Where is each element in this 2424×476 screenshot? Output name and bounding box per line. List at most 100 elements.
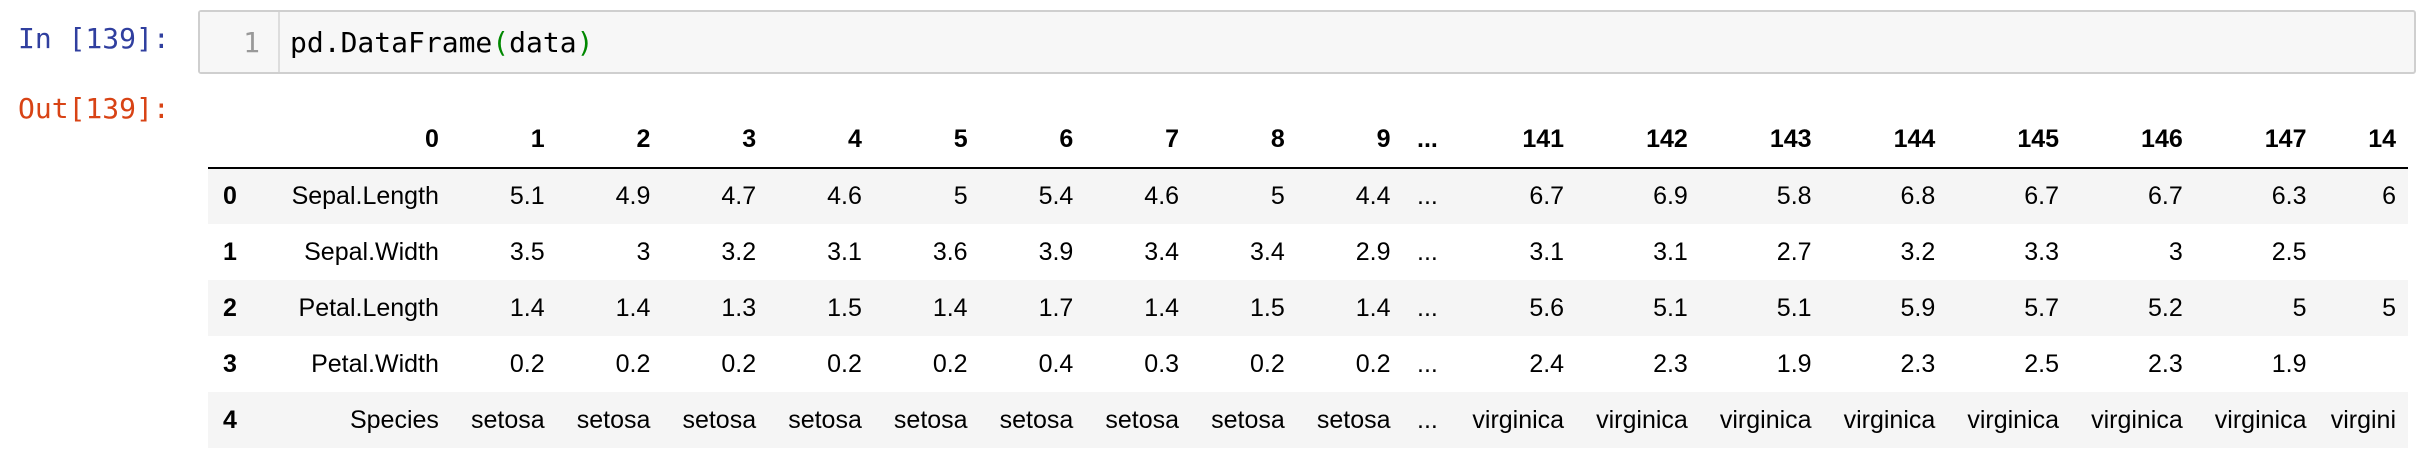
table-cell: 3.4 [1144,237,1180,266]
line-number-gutter: 1 [200,12,280,72]
table-cell: 4.4 [1355,182,1391,210]
table-cell: virginica [1967,405,2060,434]
table-cell: setosa [470,405,545,434]
column-header: 143 [1699,112,1824,169]
table-cell: 6.9 [1653,182,1688,210]
table-cell: 2.5 [2271,237,2307,266]
table-cell: Species [349,405,439,434]
table-cell: 3.4 [1250,237,1285,266]
table-cell: 5.9 [1900,293,1936,322]
column-header: 141 [1452,112,1577,169]
table-cell: 2.3 [1653,349,1688,378]
column-header: 5 [873,112,980,169]
code-line[interactable]: pd.DataFrame(data) [290,26,593,59]
table-cell-ellipsis: ... [1417,349,1438,378]
table-cell: 6.7 [2024,182,2060,210]
table-cell: 5 [2382,293,2396,322]
table-cell: 1.9 [1776,349,1812,378]
table-cell: 0.2 [721,349,757,378]
table-cell-ellipsis: ... [1417,293,1438,322]
table-cell: setosa [682,405,757,434]
table-cell: 2.7 [1776,237,1812,266]
row-index: 1 [222,237,237,266]
column-header: 6 [979,112,1086,169]
table-cell: setosa [788,405,862,434]
row-index: 0 [222,182,237,210]
table-cell: 3.9 [1038,237,1074,266]
table-cell: 5 [2292,293,2307,322]
table-cell: 4.6 [1144,182,1180,210]
table-cell: 2.3 [2148,349,2183,378]
table-cell: 5 [1270,182,1285,210]
table-row: 1 Sepal.Width 3.5 3 3.2 3.1 3.6 3.9 3.4 … [208,224,2408,280]
column-header: 8 [1191,112,1297,169]
table-cell: 1.7 [1038,293,1074,322]
table-cell-ellipsis: ... [1417,405,1438,434]
column-header: 145 [1947,112,2072,169]
table-cell: 5 [953,182,968,210]
column-header: 1 [450,112,557,169]
table-cell-ellipsis: ... [1417,237,1438,266]
table-cell: virginica [1596,405,1688,434]
column-header: 144 [1823,112,1948,169]
table-cell: Sepal.Width [304,237,439,266]
row-index: 4 [222,405,237,434]
table-cell: 3.2 [721,237,757,266]
table-cell: 4.7 [721,182,757,210]
table-cell: 6 [2382,182,2396,210]
table-cell: 5.6 [1529,293,1565,322]
table-cell: 1.4 [1144,293,1180,322]
table-cell: virginica [2091,405,2183,434]
table-cell: 0.3 [1144,349,1180,378]
column-header: 3 [662,112,769,169]
table-cell: 4.9 [615,182,651,210]
table-cell: virginica [2214,405,2307,434]
code-function: pd.DataFrame [290,26,493,59]
table-cell: virginica [1843,405,1936,434]
table-cell: 0.4 [1038,349,1074,378]
table-cell: 3.1 [1529,237,1565,266]
table-cell: 5.1 [1653,293,1688,322]
column-header: 142 [1576,112,1700,169]
dataframe-table: 0 1 2 3 4 5 6 7 8 9 ... 141 142 143 144 … [208,112,2408,448]
table-cell: 0.2 [932,349,968,378]
column-header-ellipsis: ... [1402,112,1453,169]
table-cell: 5.4 [1038,182,1074,210]
table-cell: 1.4 [509,293,545,322]
table-cell: 2.3 [1900,349,1936,378]
column-header: 0 [251,112,451,169]
table-cell: 3.1 [827,237,862,266]
table-cell [2319,224,2409,280]
table-cell: Sepal.Length [291,182,439,210]
index-header [208,112,252,169]
table-cell: setosa [999,405,1074,434]
code-argument: data [509,26,577,59]
table-cell: 6.7 [2148,182,2183,210]
table-cell: 5.7 [2024,293,2060,322]
table-cell-ellipsis: ... [1417,182,1438,210]
table-cell: 3.1 [1653,237,1688,266]
column-header: 147 [2194,112,2319,169]
table-cell: 1.4 [932,293,968,322]
table-cell: 3.5 [509,237,545,266]
table-cell: 5.8 [1776,182,1812,210]
code-open-paren: ( [492,26,510,59]
column-header: 4 [768,112,874,169]
table-cell: virgini [2330,405,2396,434]
code-cell-editor[interactable]: 1 pd.DataFrame(data) [198,10,2416,74]
table-cell: 1.9 [2271,349,2307,378]
column-header: 14 [2318,112,2408,169]
cell-output-area: 0 1 2 3 4 5 6 7 8 9 ... 141 142 143 144 … [208,112,2408,476]
table-cell: 6.7 [1529,182,1565,210]
table-cell: 0.2 [827,349,862,378]
table-row: 4 Species setosa setosa setosa setosa se… [208,392,2408,448]
table-cell: 3 [2168,237,2183,266]
table-cell: 1.3 [721,293,757,322]
table-cell [2319,336,2409,392]
column-header: 146 [2071,112,2195,169]
table-row: 0 Sepal.Length 5.1 4.9 4.7 4.6 5 5.4 4.6… [208,168,2408,224]
row-index: 3 [222,349,237,378]
table-cell: 5.1 [509,182,545,210]
column-header: 7 [1085,112,1192,169]
table-cell: setosa [576,405,651,434]
